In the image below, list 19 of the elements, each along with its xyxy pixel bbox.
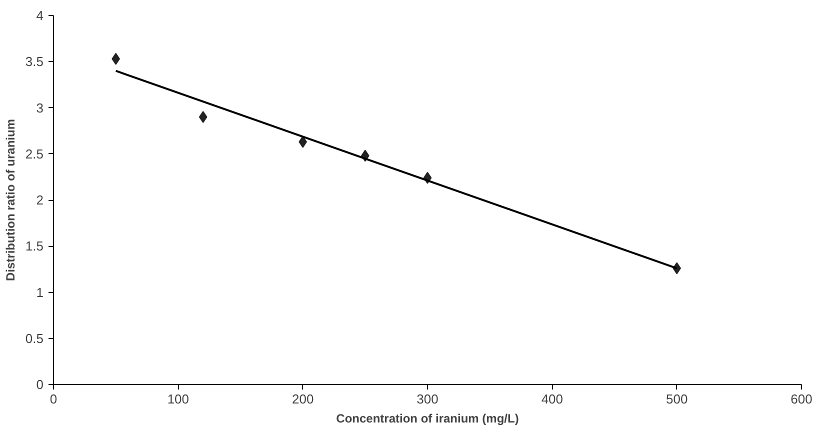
- x-tick-label: 0: [50, 392, 58, 406]
- y-tick-label: 2: [36, 192, 44, 208]
- x-tick-label: 300: [416, 392, 438, 406]
- x-tick-label: 100: [167, 392, 190, 406]
- y-tick-label: 0.5: [25, 330, 44, 346]
- y-tick-label: 0: [36, 377, 44, 392]
- x-tick-label: 600: [790, 392, 812, 406]
- y-tick-label: 3.5: [25, 54, 44, 70]
- x-axis-title: Concentration of iranium (mg/L): [336, 412, 519, 426]
- point: [198, 110, 208, 123]
- y-tick-label: 2.5: [25, 146, 44, 162]
- x-tick-label: 500: [666, 392, 688, 406]
- x-tick-label: 400: [541, 392, 564, 406]
- x-tick-label: 200: [292, 392, 314, 406]
- y-tick-label: 1.5: [25, 238, 44, 254]
- y-tick-label: 1: [36, 284, 44, 300]
- y-tick-label: 4: [36, 8, 44, 23]
- y-tick-label: 3: [36, 100, 44, 116]
- y-axis-title: Distribution ratio of uranium: [3, 118, 18, 281]
